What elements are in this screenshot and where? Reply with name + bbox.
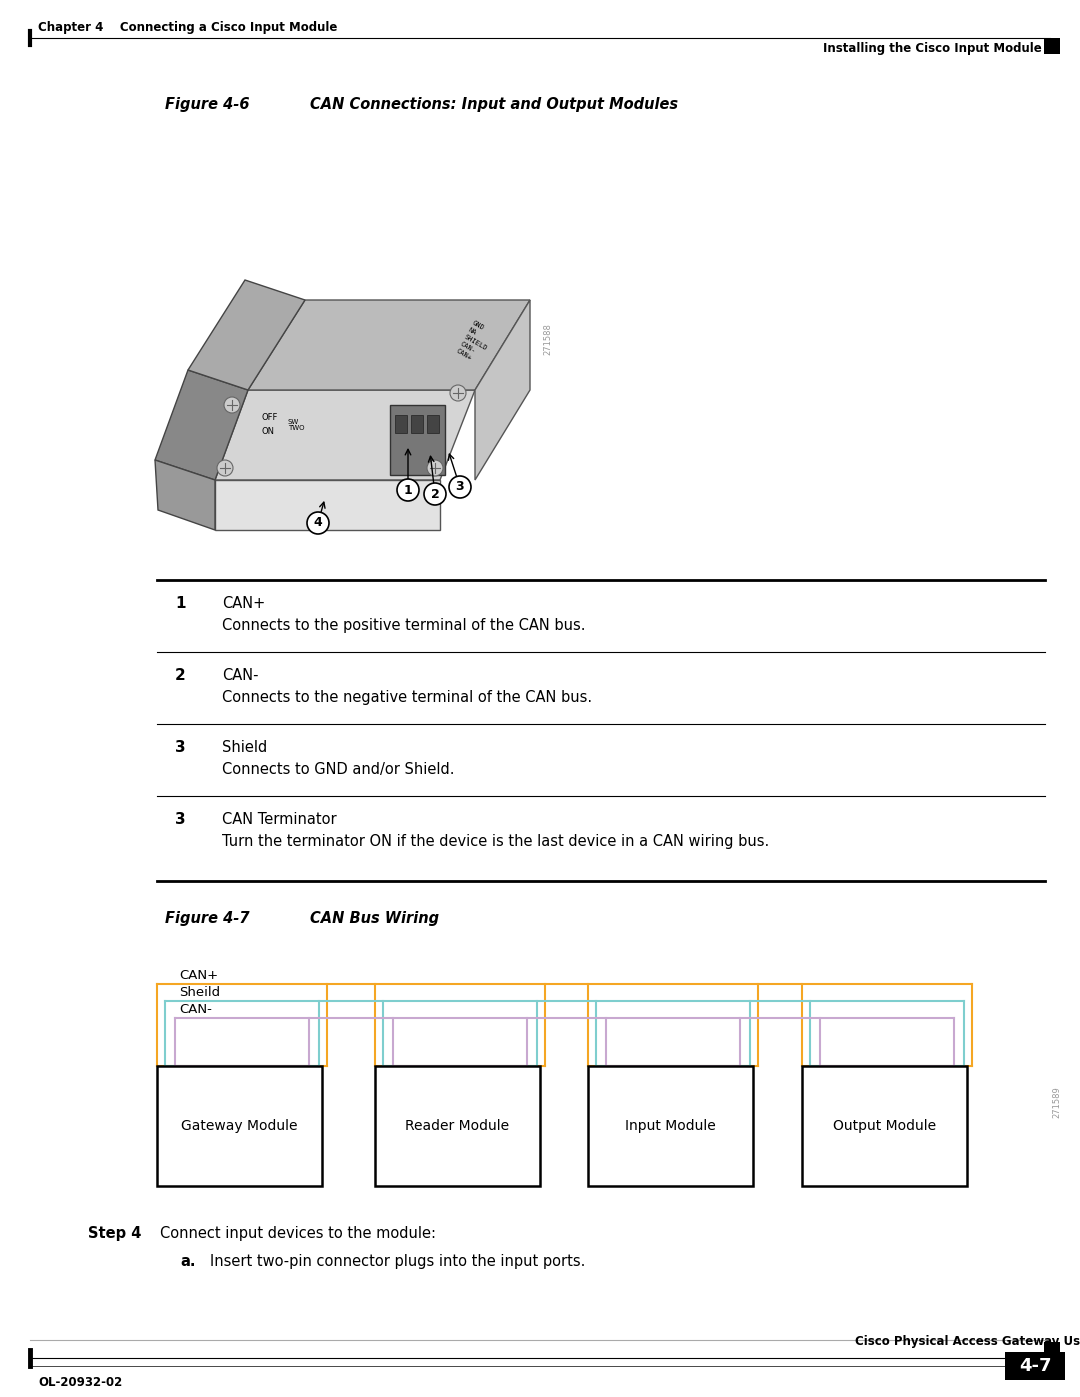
Text: 4: 4 bbox=[313, 517, 322, 529]
Bar bbox=[395, 415, 407, 433]
Text: Connect input devices to the module:: Connect input devices to the module: bbox=[160, 1227, 436, 1241]
Polygon shape bbox=[475, 300, 530, 481]
Text: Insert two-pin connector plugs into the input ports.: Insert two-pin connector plugs into the … bbox=[210, 1255, 585, 1268]
Text: Reader Module: Reader Module bbox=[405, 1119, 510, 1133]
Circle shape bbox=[217, 460, 233, 476]
Text: a.: a. bbox=[180, 1255, 195, 1268]
Text: Input Module: Input Module bbox=[625, 1119, 716, 1133]
Circle shape bbox=[307, 511, 329, 534]
Polygon shape bbox=[248, 300, 530, 390]
Bar bbox=[427, 415, 438, 433]
Text: CAN-: CAN- bbox=[222, 668, 258, 683]
Text: ON: ON bbox=[262, 427, 275, 436]
Text: Sheild: Sheild bbox=[179, 986, 220, 999]
Text: CAN+: CAN+ bbox=[222, 597, 266, 610]
Bar bbox=[157, 1066, 322, 1186]
Circle shape bbox=[397, 479, 419, 502]
Circle shape bbox=[224, 397, 240, 414]
Circle shape bbox=[427, 460, 443, 476]
Text: 1: 1 bbox=[175, 597, 186, 610]
Bar bbox=[1044, 1343, 1059, 1358]
Text: CAN+: CAN+ bbox=[179, 970, 218, 982]
Text: Connects to GND and/or Shield.: Connects to GND and/or Shield. bbox=[222, 761, 455, 777]
Text: 271588: 271588 bbox=[543, 323, 553, 355]
Text: 2: 2 bbox=[175, 668, 186, 683]
Text: CAN Connections: Input and Output Modules: CAN Connections: Input and Output Module… bbox=[310, 96, 678, 112]
Text: OFF: OFF bbox=[262, 414, 279, 422]
Text: Gateway Module: Gateway Module bbox=[181, 1119, 298, 1133]
Bar bbox=[1005, 1352, 1065, 1380]
Text: Cisco Physical Access Gateway User Guide: Cisco Physical Access Gateway User Guide bbox=[855, 1336, 1080, 1348]
Polygon shape bbox=[156, 370, 248, 481]
Polygon shape bbox=[215, 481, 440, 529]
Text: 3: 3 bbox=[456, 481, 464, 493]
Polygon shape bbox=[215, 390, 475, 481]
Text: OL-20932-02: OL-20932-02 bbox=[38, 1376, 122, 1389]
Text: 1: 1 bbox=[404, 483, 413, 496]
Polygon shape bbox=[156, 460, 215, 529]
Text: Shield: Shield bbox=[222, 740, 267, 754]
Text: Turn the terminator ON if the device is the last device in a CAN wiring bus.: Turn the terminator ON if the device is … bbox=[222, 834, 769, 849]
Text: Step 4: Step 4 bbox=[87, 1227, 141, 1241]
Text: Connects to the negative terminal of the CAN bus.: Connects to the negative terminal of the… bbox=[222, 690, 592, 705]
Text: Output Module: Output Module bbox=[833, 1119, 936, 1133]
Text: CAN-: CAN- bbox=[179, 1003, 212, 1016]
Bar bbox=[375, 1066, 540, 1186]
Circle shape bbox=[449, 476, 471, 497]
Text: 2: 2 bbox=[431, 488, 440, 500]
Text: CAN Bus Wiring: CAN Bus Wiring bbox=[310, 911, 440, 926]
Circle shape bbox=[450, 386, 465, 401]
Polygon shape bbox=[390, 405, 445, 475]
Text: Figure 4-7: Figure 4-7 bbox=[165, 911, 249, 926]
Text: 271589: 271589 bbox=[1053, 1085, 1062, 1118]
Text: GND
NA
SHIELD
CAN-
CAN+: GND NA SHIELD CAN- CAN+ bbox=[455, 320, 496, 366]
Text: Chapter 4    Connecting a Cisco Input Module: Chapter 4 Connecting a Cisco Input Modul… bbox=[38, 21, 337, 34]
Bar bbox=[588, 1066, 753, 1186]
Text: Installing the Cisco Input Module: Installing the Cisco Input Module bbox=[823, 42, 1042, 54]
Circle shape bbox=[424, 483, 446, 504]
Text: SW
TWO: SW TWO bbox=[288, 419, 305, 432]
Text: 3: 3 bbox=[175, 812, 186, 827]
Text: 4-7: 4-7 bbox=[1018, 1356, 1051, 1375]
Bar bbox=[1044, 38, 1059, 54]
Text: Connects to the positive terminal of the CAN bus.: Connects to the positive terminal of the… bbox=[222, 617, 585, 633]
Text: CAN Terminator: CAN Terminator bbox=[222, 812, 337, 827]
Bar bbox=[411, 415, 423, 433]
Text: Figure 4-6: Figure 4-6 bbox=[165, 96, 249, 112]
Text: 3: 3 bbox=[175, 740, 186, 754]
Polygon shape bbox=[188, 279, 305, 390]
Bar bbox=[802, 1066, 967, 1186]
